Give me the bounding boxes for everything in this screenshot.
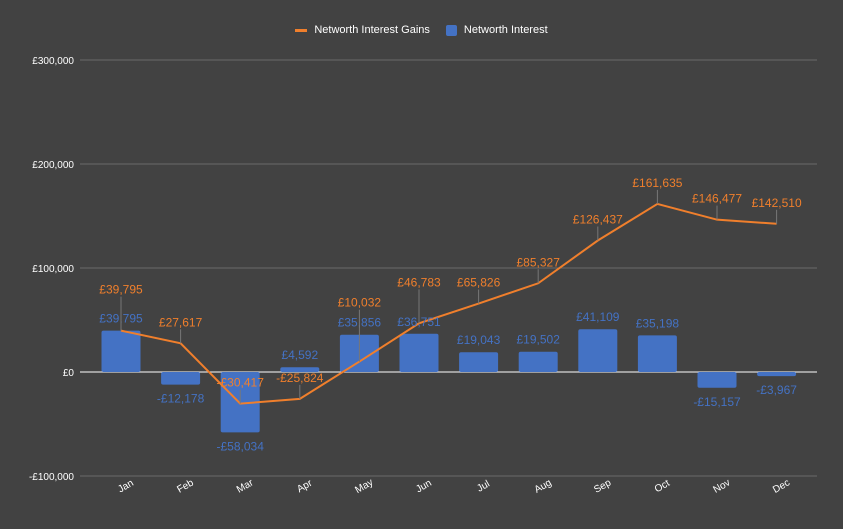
bar-data-label: -£3,967 bbox=[756, 383, 797, 397]
bar-data-label: £41,109 bbox=[576, 310, 620, 324]
x-tick-label: Jan bbox=[116, 478, 135, 496]
y-tick-label: £300,000 bbox=[32, 56, 74, 67]
line-data-label: £27,617 bbox=[159, 315, 203, 329]
bar bbox=[459, 352, 499, 372]
legend-item-interest[interactable]: Networth Interest bbox=[445, 24, 548, 36]
x-tick-label: Apr bbox=[295, 478, 315, 496]
series-line bbox=[120, 202, 777, 405]
bar bbox=[161, 372, 201, 385]
line-data-label: -£25,824 bbox=[276, 371, 324, 385]
y-tick-label: £200,000 bbox=[32, 160, 74, 171]
line-data-label: £142,510 bbox=[752, 196, 802, 210]
line-data-label: £46,783 bbox=[397, 275, 441, 289]
x-tick-label: Aug bbox=[533, 477, 554, 495]
bar-data-label: £19,502 bbox=[517, 333, 561, 347]
line-data-label: £161,635 bbox=[632, 176, 682, 190]
bar bbox=[697, 372, 737, 388]
legend-item-gains[interactable]: Networth Interest Gains bbox=[295, 24, 430, 36]
x-tick-label: Oct bbox=[653, 478, 672, 495]
bar-data-label: £19,043 bbox=[457, 333, 501, 347]
line-data-label: £85,327 bbox=[517, 255, 561, 269]
x-tick-label: Jun bbox=[414, 478, 433, 496]
legend-label: Networth Interest bbox=[463, 24, 548, 36]
bar-data-label: £35,198 bbox=[636, 316, 680, 330]
line-data-label: £39,795 bbox=[99, 283, 143, 297]
bar-data-label: -£12,178 bbox=[157, 392, 205, 406]
line-data-label: £146,477 bbox=[692, 192, 742, 206]
legend-label: Networth Interest Gains bbox=[314, 24, 430, 36]
bar bbox=[578, 329, 618, 372]
line-data-label: -£30,417 bbox=[217, 376, 265, 390]
bar-data-label: £4,592 bbox=[281, 348, 318, 362]
x-tick-label: Sep bbox=[592, 477, 613, 496]
bar bbox=[637, 335, 677, 372]
x-tick-label: Jul bbox=[475, 479, 492, 495]
bar-swatch-icon bbox=[445, 24, 457, 36]
bar bbox=[518, 351, 558, 372]
legend: Networth Interest Gains Networth Interes… bbox=[0, 24, 843, 36]
x-tick-label: Dec bbox=[771, 477, 792, 495]
line-data-label: £65,826 bbox=[457, 276, 501, 290]
y-tick-label: -£100,000 bbox=[29, 472, 74, 483]
line-data-label: £126,437 bbox=[573, 213, 623, 227]
y-tick-label: £100,000 bbox=[32, 264, 74, 275]
bar-data-label: -£58,034 bbox=[217, 439, 265, 453]
bar bbox=[757, 372, 797, 377]
x-tick-label: Nov bbox=[711, 477, 732, 495]
x-tick-label: Mar bbox=[235, 477, 256, 495]
bar bbox=[399, 333, 439, 372]
bar bbox=[280, 367, 320, 372]
line-swatch-icon bbox=[295, 28, 308, 32]
bar-data-label: -£15,157 bbox=[693, 395, 741, 409]
bar bbox=[101, 330, 141, 372]
x-tick-label: May bbox=[353, 477, 375, 496]
x-tick-label: Feb bbox=[175, 477, 196, 495]
y-tick-label: £0 bbox=[63, 368, 75, 379]
line-data-label: £10,032 bbox=[338, 296, 382, 310]
